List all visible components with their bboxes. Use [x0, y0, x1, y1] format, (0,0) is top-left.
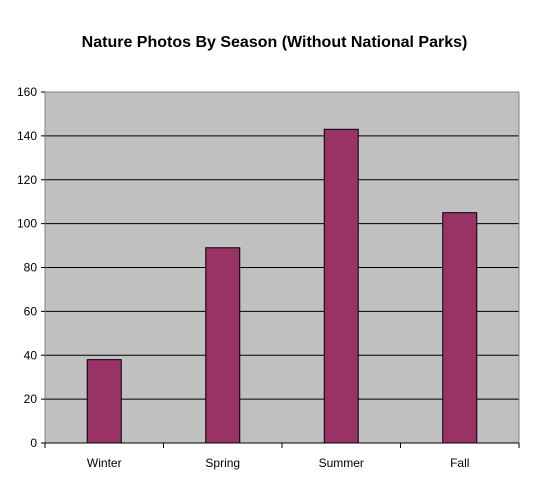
y-tick-label: 20 [24, 392, 38, 406]
y-tick-label: 120 [17, 173, 37, 187]
x-tick-label: Spring [205, 456, 240, 470]
bar-winter [86, 359, 122, 444]
y-tick-label: 80 [24, 261, 38, 275]
chart-title: Nature Photos By Season (Without Nationa… [81, 34, 468, 51]
bar-spring [205, 247, 241, 444]
bar-summer [323, 128, 359, 444]
y-tick-label: 140 [17, 129, 37, 143]
y-tick-label: 160 [17, 85, 37, 99]
y-tick-label: 100 [17, 217, 37, 231]
x-tick-label: Fall [450, 456, 469, 470]
y-tick-label: 0 [30, 436, 37, 450]
bar-fall [442, 212, 478, 444]
y-tick-label: 40 [24, 348, 38, 362]
y-tick-label: 60 [24, 304, 38, 318]
x-tick-label: Winter [87, 456, 122, 470]
x-tick-label: Summer [319, 456, 364, 470]
